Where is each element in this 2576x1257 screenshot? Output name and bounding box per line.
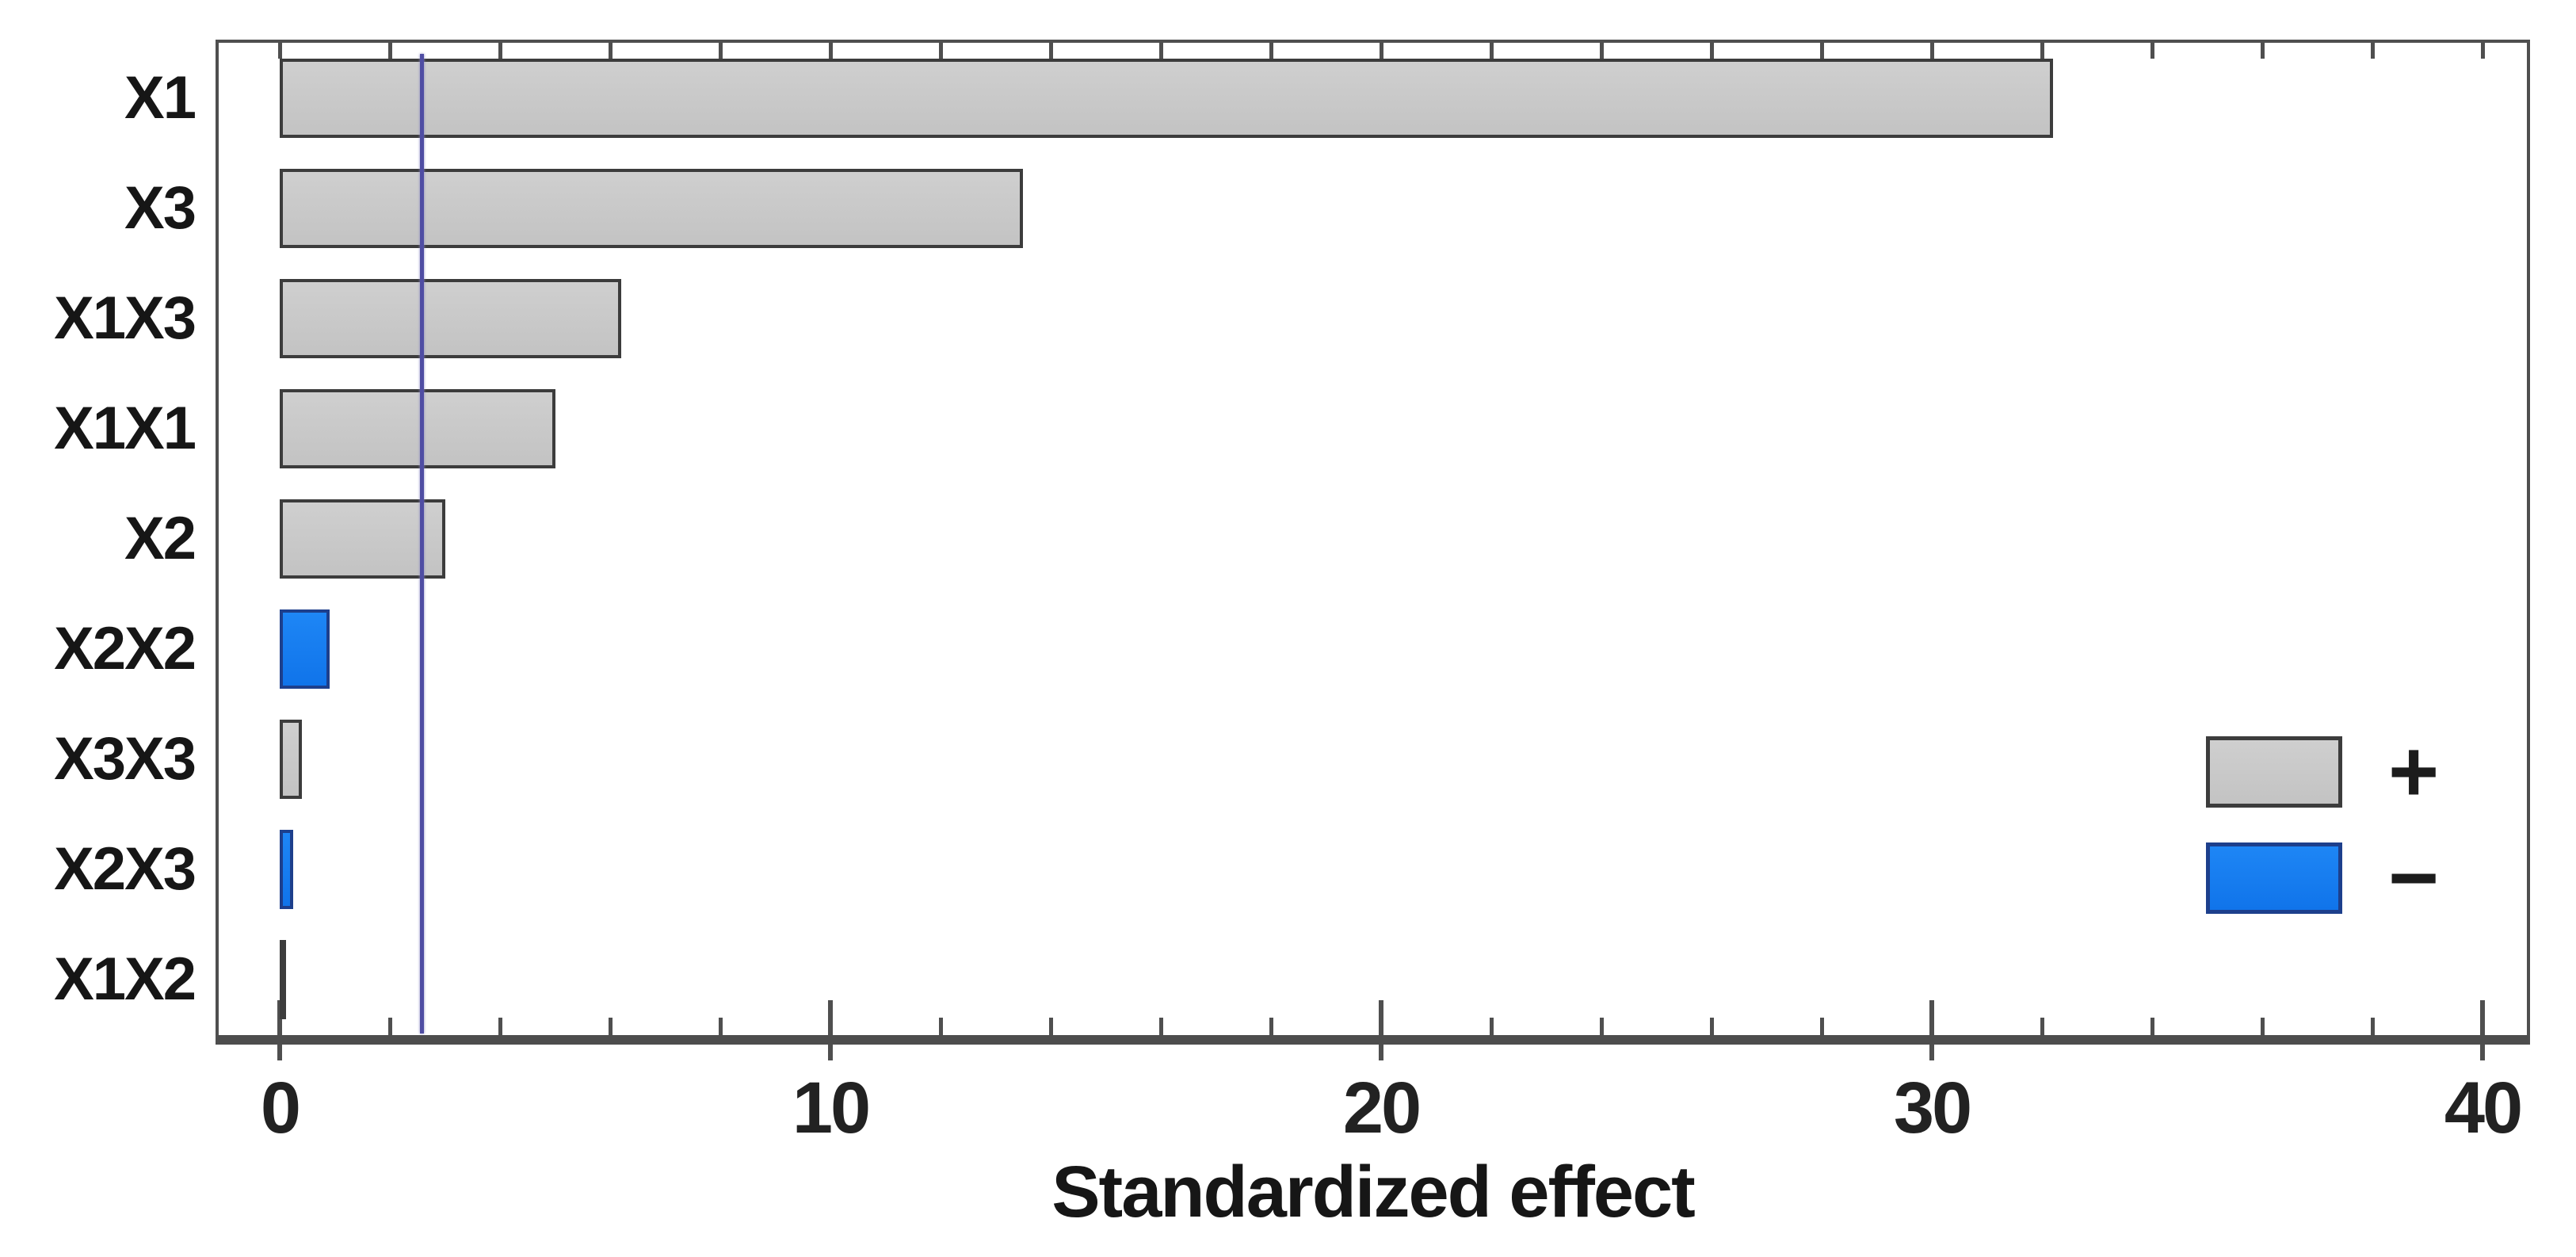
x-axis-top-tick <box>1490 43 1494 59</box>
x-axis-minor-tick <box>2261 1018 2265 1035</box>
x-axis-top-tick <box>1930 43 1934 59</box>
x-axis-minor-tick <box>388 1018 392 1035</box>
legend-item-positive: + <box>2206 723 2440 820</box>
x-axis-minor-tick <box>1600 1018 1604 1035</box>
x-axis-tick-label-30: 30 <box>1893 1068 1972 1148</box>
x-axis-major-tick <box>2480 1000 2485 1035</box>
x-axis-minor-tick <box>719 1018 723 1035</box>
x-axis-minor-tick <box>939 1018 943 1035</box>
x-axis-outer-tick <box>277 1045 282 1060</box>
x-axis-top-tick <box>1159 43 1163 59</box>
x-axis-minor-tick <box>2371 1018 2375 1035</box>
x-axis-title: Standardized effect <box>1051 1152 1696 1232</box>
x-axis-minor-tick <box>1490 1018 1494 1035</box>
legend-item-negative: − <box>2206 829 2440 927</box>
critical-value-reference-line <box>419 54 424 1033</box>
x-axis-minor-tick <box>498 1018 502 1035</box>
x-axis-tick-label-10: 10 <box>792 1068 871 1148</box>
x-axis-top-tick <box>1269 43 1273 59</box>
plot-area: + − <box>216 40 2530 1045</box>
x-axis-major-tick <box>1379 1000 1383 1035</box>
bar-X2 <box>280 499 445 579</box>
x-axis-outer-tick <box>828 1045 833 1060</box>
bar-X1X1 <box>280 388 555 468</box>
legend: + − <box>2206 723 2440 927</box>
legend-swatch-negative <box>2206 842 2342 914</box>
x-axis-minor-tick <box>2150 1018 2154 1035</box>
y-axis-label-X2X2: X2X2 <box>54 615 197 683</box>
x-axis-minor-tick <box>1159 1018 1163 1035</box>
x-axis-top-tick <box>2371 43 2375 59</box>
x-axis-minor-tick <box>1710 1018 1714 1035</box>
x-axis-outer-tick <box>1379 1045 1383 1060</box>
bar-X2X3 <box>280 830 294 910</box>
x-axis-major-tick <box>1929 1000 1934 1035</box>
y-axis-label-X1X3: X1X3 <box>54 284 197 352</box>
x-axis-top-tick <box>1049 43 1053 59</box>
x-axis-tick-label-20: 20 <box>1342 1068 1422 1148</box>
legend-swatch-positive <box>2206 736 2342 808</box>
x-axis-minor-tick <box>1820 1018 1824 1035</box>
x-axis-top-tick <box>2481 43 2485 59</box>
x-axis-outer-tick <box>1929 1045 1934 1060</box>
x-axis-minor-tick <box>1049 1018 1053 1035</box>
x-axis-major-tick <box>828 1000 833 1035</box>
x-axis-top-tick <box>1820 43 1824 59</box>
x-axis-top-tick <box>1380 43 1383 59</box>
x-axis-tick-label-40: 40 <box>2444 1068 2523 1148</box>
x-axis-top-tick <box>719 43 723 59</box>
x-axis-top-tick <box>939 43 943 59</box>
x-axis-top-tick <box>829 43 833 59</box>
bar-X1X2 <box>280 940 286 1020</box>
x-axis-top-tick <box>2261 43 2265 59</box>
x-axis-top-tick <box>498 43 502 59</box>
y-axis-label-X1X1: X1X1 <box>54 394 197 462</box>
legend-label-negative: − <box>2388 829 2440 927</box>
y-axis-label-X2: X2 <box>124 505 197 572</box>
x-axis-top-tick <box>1710 43 1714 59</box>
x-axis-top-tick <box>278 43 282 59</box>
x-axis-outer-tick <box>2480 1045 2485 1060</box>
x-axis-tick-label-0: 0 <box>260 1068 301 1148</box>
bar-X1 <box>280 58 2053 138</box>
bar-X3 <box>280 168 1024 248</box>
x-axis-top-tick <box>2040 43 2044 59</box>
x-axis-top-tick <box>2150 43 2154 59</box>
bar-X1X3 <box>280 278 621 358</box>
x-axis-top-tick <box>609 43 613 59</box>
y-axis-label-X1: X1 <box>124 63 197 132</box>
y-axis-label-X3X3: X3X3 <box>54 725 197 793</box>
bar-X3X3 <box>280 720 302 800</box>
x-axis-minor-tick <box>1269 1018 1273 1035</box>
x-axis-minor-tick <box>609 1018 613 1035</box>
x-axis-top-tick <box>1600 43 1604 59</box>
y-axis-label-X3: X3 <box>124 174 197 242</box>
x-axis-top-tick <box>388 43 392 59</box>
y-axis-label-X2X3: X2X3 <box>54 835 197 904</box>
bar-X2X2 <box>280 609 330 690</box>
legend-label-positive: + <box>2388 723 2440 820</box>
x-axis-minor-tick <box>2040 1018 2044 1035</box>
y-axis-label-X1X2: X1X2 <box>54 946 197 1014</box>
